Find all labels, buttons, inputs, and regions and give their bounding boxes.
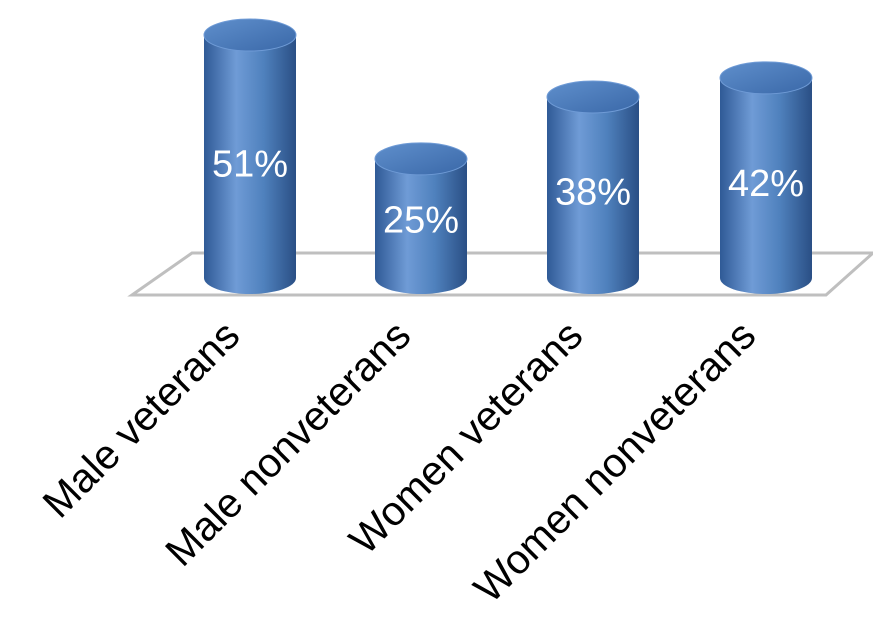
bar-top bbox=[719, 61, 813, 95]
data-label-women-veterans: 38% bbox=[555, 172, 631, 214]
bar-body bbox=[547, 96, 639, 294]
data-labels-layer: 51% 25% 38% 42% bbox=[212, 144, 804, 242]
bars-layer bbox=[203, 18, 813, 294]
bar-male-nonveterans bbox=[374, 142, 468, 294]
bar-male-veterans bbox=[203, 18, 297, 294]
bar-top bbox=[374, 142, 468, 176]
bar-body bbox=[720, 77, 812, 294]
bar-body bbox=[204, 35, 296, 294]
bar-body bbox=[375, 158, 467, 294]
data-label-women-nonveterans: 42% bbox=[728, 163, 804, 205]
bar-top bbox=[203, 18, 297, 52]
chart-floor bbox=[127, 251, 873, 297]
bar-top bbox=[546, 80, 640, 114]
bar-women-veterans bbox=[546, 80, 640, 294]
data-label-male-nonveterans: 25% bbox=[383, 199, 459, 241]
bar-women-nonveterans bbox=[719, 61, 813, 294]
category-label-women-nonveterans: Women nonveterans bbox=[465, 312, 765, 612]
data-label-male-veterans: 51% bbox=[212, 144, 288, 186]
